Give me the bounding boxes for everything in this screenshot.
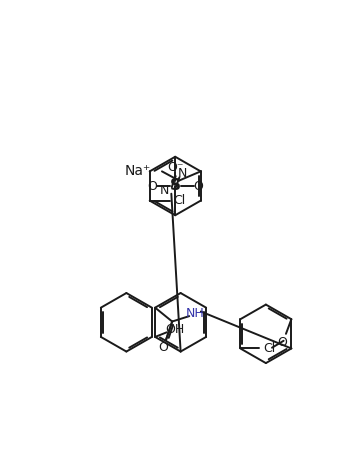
Text: O: O (158, 341, 168, 354)
Text: Cl: Cl (263, 342, 275, 355)
Text: NH: NH (186, 307, 205, 320)
Text: O: O (147, 179, 157, 193)
Text: Cl: Cl (173, 194, 185, 207)
Text: N: N (160, 184, 169, 197)
Text: OH: OH (166, 323, 185, 336)
Text: O: O (277, 336, 287, 349)
Text: N: N (177, 167, 187, 180)
Text: Na⁺: Na⁺ (125, 164, 151, 177)
Text: S: S (170, 178, 181, 194)
Text: O: O (194, 179, 203, 193)
Text: O⁻: O⁻ (167, 161, 184, 174)
